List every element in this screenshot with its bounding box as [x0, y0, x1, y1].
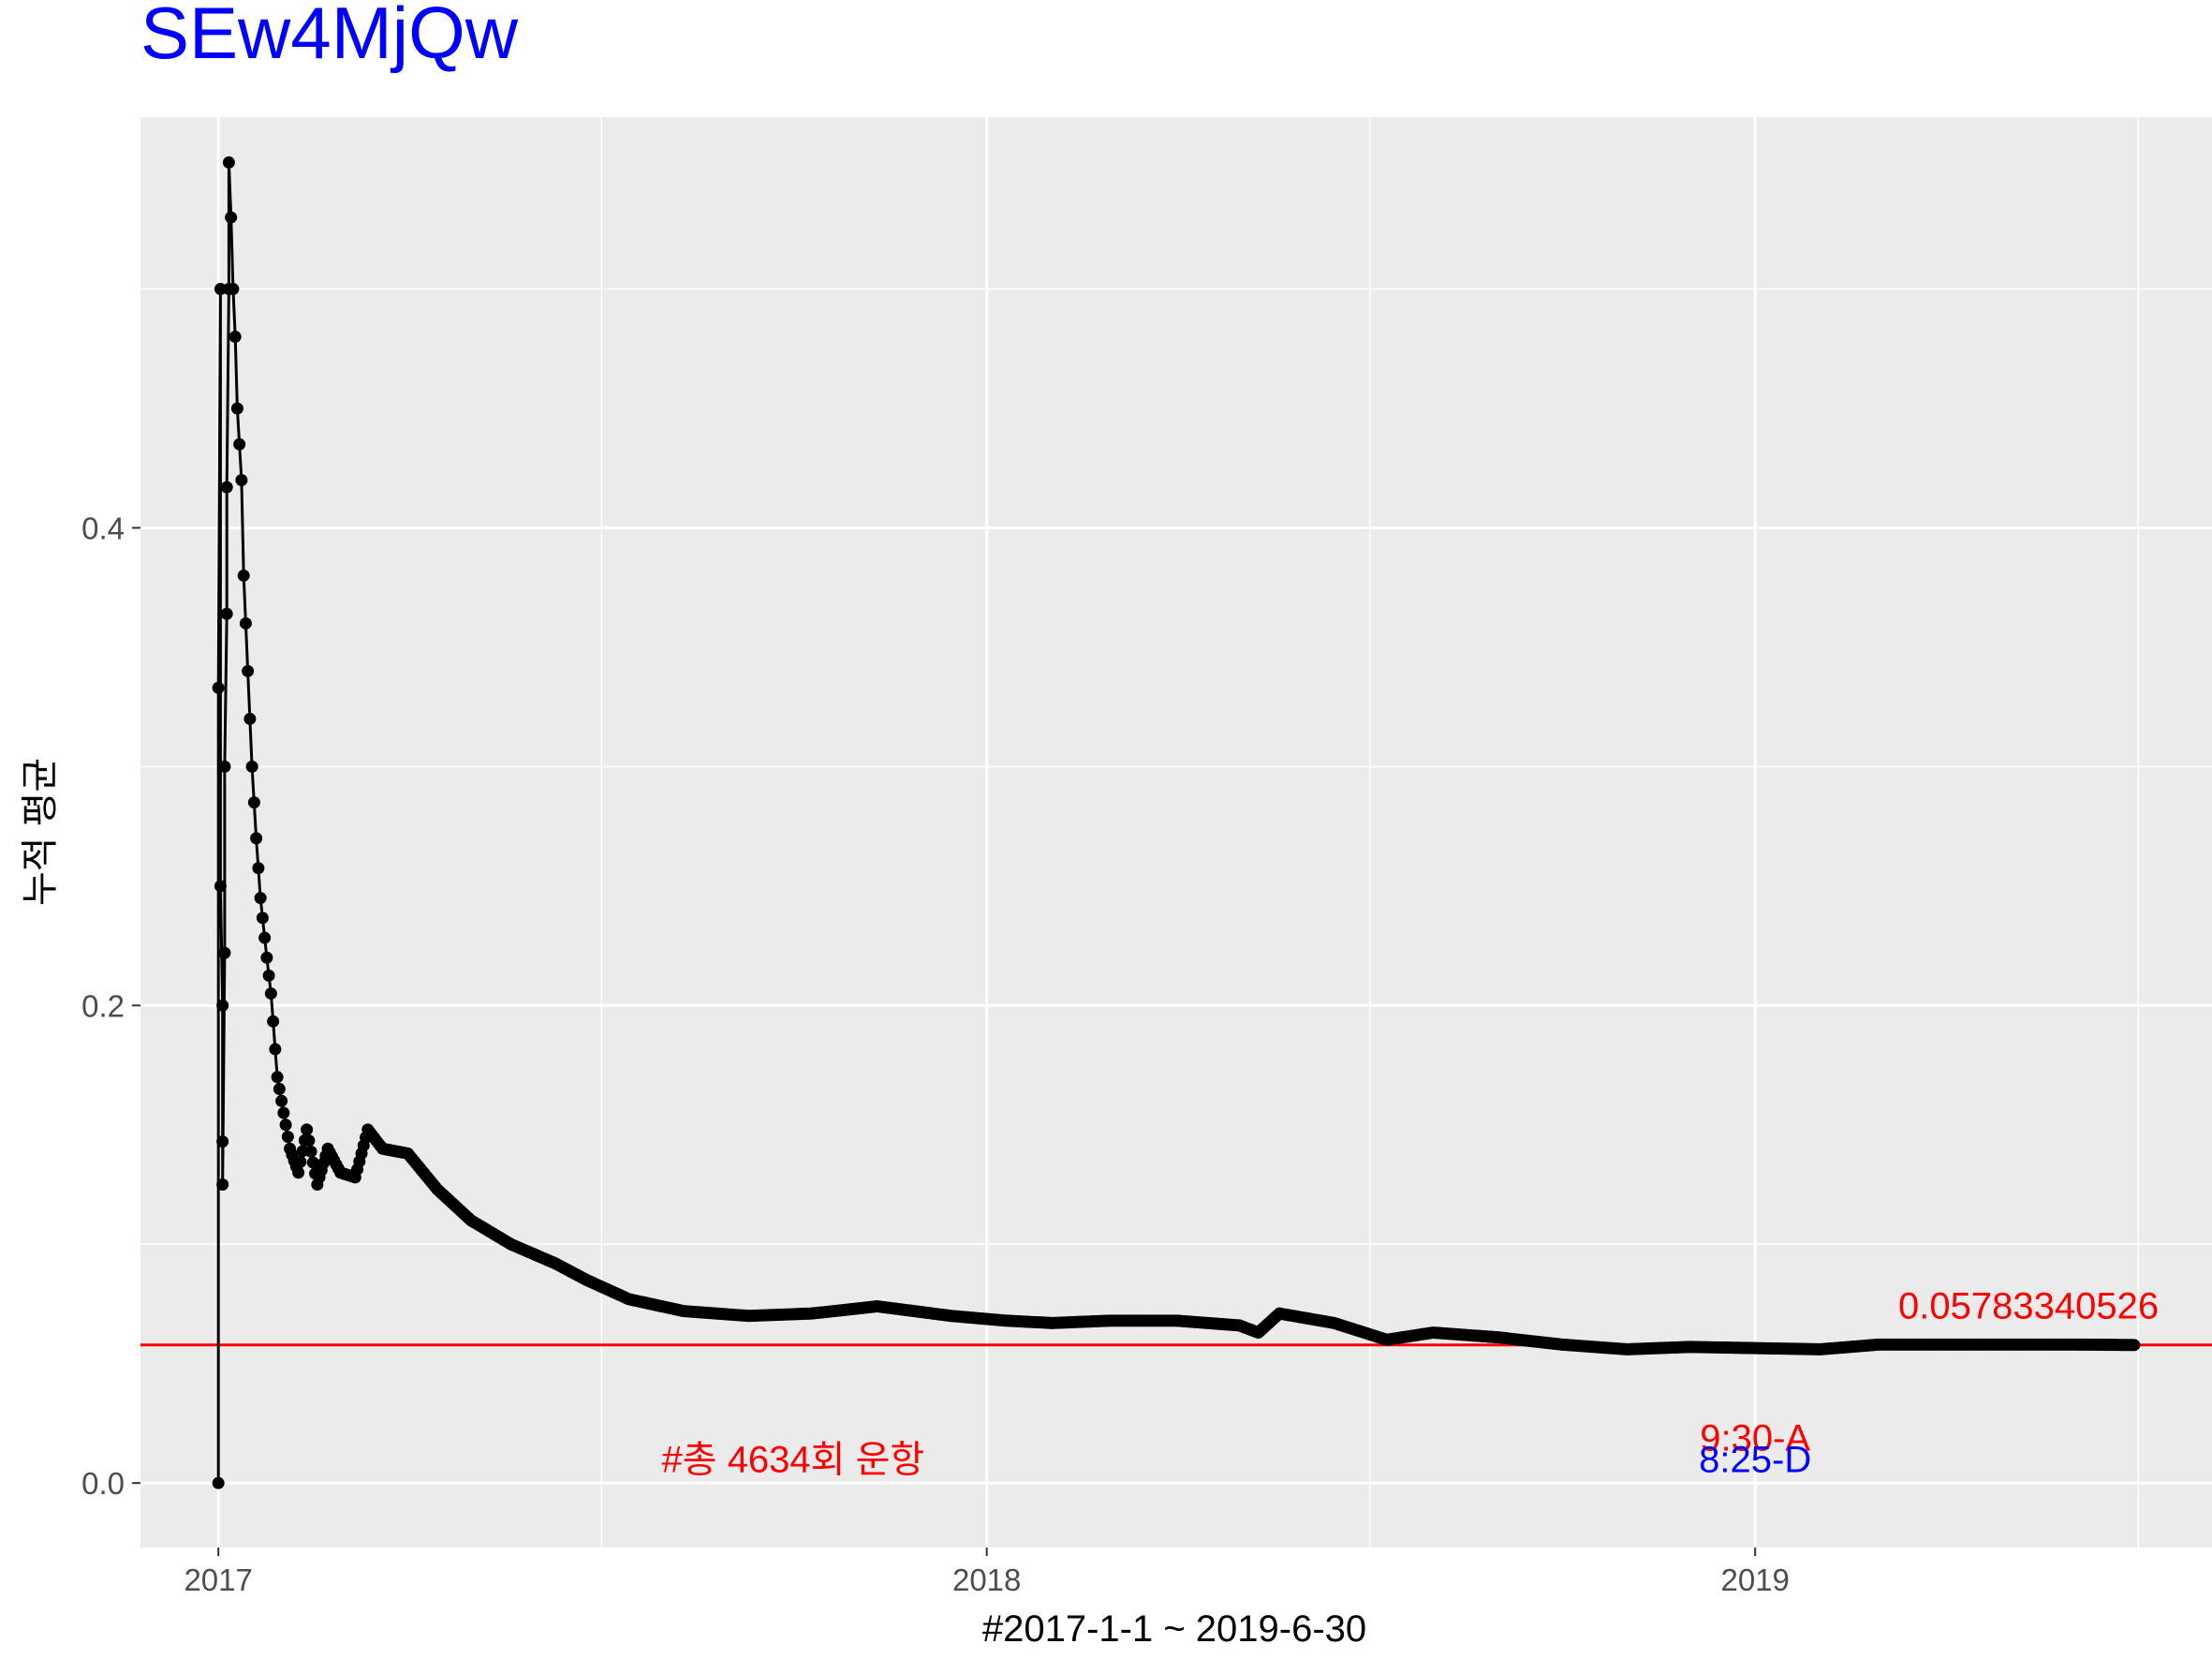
- series-markers: [212, 156, 2141, 1489]
- y-tick-label: 0.0: [81, 1466, 125, 1501]
- data-point: [216, 1135, 229, 1148]
- data-point: [218, 760, 231, 773]
- data-point: [271, 1071, 284, 1084]
- data-point: [237, 569, 250, 582]
- data-point: [281, 1131, 294, 1144]
- y-tick-label: 0.4: [81, 511, 125, 545]
- data-point: [267, 1015, 280, 1028]
- data-point: [212, 1476, 225, 1489]
- data-point: [273, 1083, 286, 1096]
- data-point: [229, 331, 242, 344]
- data-point: [269, 1043, 282, 1056]
- data-point: [252, 862, 265, 875]
- data-point: [235, 473, 248, 486]
- data-point: [245, 760, 258, 773]
- chart-title: SEw4MjQw: [140, 0, 519, 74]
- data-point: [2126, 1339, 2139, 1352]
- data-point: [222, 156, 235, 169]
- annotation-label: 8:25-D: [1699, 1440, 1811, 1481]
- data-point: [227, 283, 240, 296]
- data-point: [262, 969, 275, 982]
- data-point: [279, 1118, 292, 1132]
- data-point: [233, 437, 246, 451]
- data-point: [301, 1123, 314, 1136]
- plot-panel: [140, 117, 2212, 1548]
- data-point: [250, 832, 263, 845]
- data-point: [306, 1156, 319, 1169]
- data-point: [212, 681, 225, 694]
- data-point: [264, 987, 277, 1000]
- annotation-label: #총 4634회 운항: [662, 1440, 925, 1481]
- data-point: [275, 1094, 288, 1107]
- data-point: [230, 402, 243, 415]
- x-tick-label: 2017: [184, 1563, 252, 1597]
- data-point: [256, 911, 269, 925]
- data-point: [247, 796, 260, 809]
- data-point: [218, 946, 231, 959]
- data-point: [302, 1134, 316, 1148]
- y-tick-label: 0.2: [81, 988, 125, 1023]
- data-point: [239, 616, 252, 630]
- data-point: [254, 892, 267, 905]
- data-point: [294, 1155, 307, 1168]
- axes: 0.0 0.2 0.4 2017 2018 2019: [81, 511, 1790, 1597]
- data-point: [277, 1106, 290, 1119]
- y-axis-title: 누적 평균: [20, 758, 61, 906]
- data-point: [214, 880, 227, 893]
- annotation-label: 9:30-A: [1700, 1418, 1810, 1459]
- data-point: [242, 664, 255, 677]
- data-point: [225, 211, 238, 224]
- data-point: [258, 931, 272, 944]
- mean-value-label: 0.05783340526: [1898, 1286, 2159, 1327]
- data-point: [304, 1145, 317, 1158]
- data-point: [216, 1178, 229, 1192]
- x-tick-label: 2019: [1720, 1563, 1789, 1597]
- data-point: [220, 481, 233, 494]
- x-tick-label: 2018: [952, 1563, 1021, 1597]
- data-point: [260, 951, 273, 964]
- x-axis-title: #2017-1-1 ~ 2019-6-30: [982, 1608, 1366, 1650]
- annotations: 0.05783340526 #총 4634회 운항 9:30-A8:25-D: [662, 1286, 2160, 1481]
- data-point: [220, 607, 233, 620]
- data-point: [243, 712, 257, 725]
- data-point: [214, 283, 227, 296]
- data-point: [216, 999, 229, 1012]
